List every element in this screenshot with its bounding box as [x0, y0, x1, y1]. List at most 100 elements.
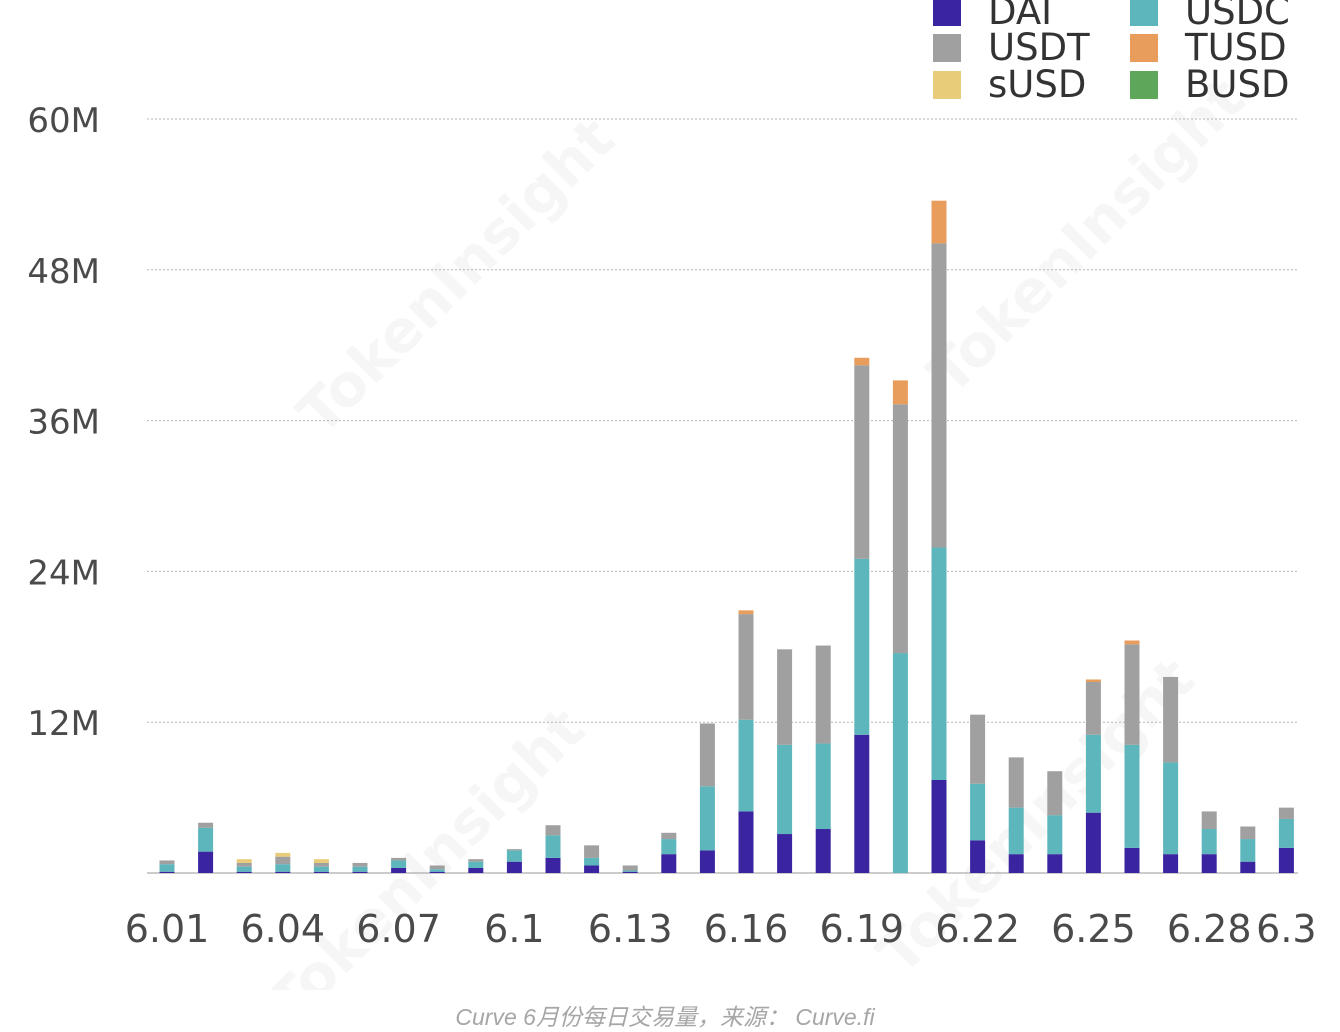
bar-segment-usdt: [313, 862, 329, 867]
legend-swatch: [1130, 34, 1158, 62]
bar-segment-tusd: [1085, 679, 1101, 682]
bar-segment-usdc: [468, 861, 484, 868]
bar-segment-usdc: [699, 786, 715, 851]
bar-stack: [777, 649, 793, 873]
watermark-text: TokenInsight: [914, 64, 1257, 407]
bar-segment-usdt: [1201, 811, 1217, 830]
bar-stack: [506, 849, 522, 873]
bar-segment-dai: [661, 854, 677, 873]
bar-segment-usdt: [699, 723, 715, 787]
bar-segment-usdc: [275, 864, 291, 872]
bar-segment-usdt: [159, 860, 175, 865]
watermark-text: TokenInsight: [864, 644, 1207, 987]
bar-segment-dai: [275, 871, 291, 873]
bar-stack: [622, 865, 638, 873]
bar-stack: [236, 859, 252, 873]
bar-segment-dai: [506, 861, 522, 873]
bar-segment-usdc: [1008, 807, 1024, 855]
bar-segment-usdt: [622, 865, 638, 871]
legend-label: DAI: [988, 0, 1052, 33]
bar-segment-usdt: [892, 404, 908, 654]
x-tick-label: 6.16: [704, 907, 789, 951]
bar-segment-tusd: [931, 200, 947, 244]
bar-segment-susd: [236, 859, 252, 863]
bar-segment-usdc: [236, 866, 252, 872]
figure-caption: Curve 6月份每日交易量，来源： Curve.fi: [455, 1004, 875, 1030]
bar-segment-susd: [313, 859, 329, 863]
bar-segment-dai: [159, 871, 175, 873]
y-tick-label: 48M: [27, 252, 100, 292]
x-tick-label: 6.07: [356, 907, 441, 951]
bar-segment-dai: [815, 829, 831, 873]
bar-segment-usdt: [468, 859, 484, 862]
bar-stack: [1240, 826, 1256, 873]
x-tick-label: 6.04: [240, 907, 325, 951]
x-tick-label: 6.25: [1051, 907, 1136, 951]
legend-label: USDC: [1185, 0, 1290, 33]
legend-item-usdc: USDC: [1130, 0, 1290, 33]
bar-stack: [970, 714, 986, 873]
y-axis-tick-labels: 12M 24M 36M 48M 60M: [27, 101, 100, 744]
bar-segment-usdt: [429, 865, 445, 870]
bar-segment-dai: [1163, 854, 1179, 873]
bar-segment-usdt: [854, 365, 870, 559]
bar-segment-dai: [1240, 861, 1256, 873]
bar-stack: [1278, 807, 1294, 873]
bar-segment-usdc: [352, 866, 368, 872]
bar-stack: [313, 859, 329, 873]
x-tick-label: 6.22: [935, 907, 1020, 951]
legend-item-busd: BUSD: [1130, 63, 1289, 106]
bar-segment-usdt: [1085, 681, 1101, 735]
bar-segment-dai: [1278, 847, 1294, 873]
bar-segment-usdt: [1163, 676, 1179, 763]
bar-stack: [198, 822, 214, 873]
bar-segment-tusd: [1124, 640, 1140, 645]
bar-segment-dai: [429, 871, 445, 873]
legend-swatch: [1130, 71, 1158, 99]
bar-stack: [661, 832, 677, 873]
bar-segment-dai: [970, 840, 986, 873]
bar-segment-usdc: [738, 719, 754, 812]
bar-segment-usdt: [738, 614, 754, 720]
bar-stack: [275, 852, 291, 873]
bar-stack: [159, 860, 175, 873]
bar-segment-dai: [1047, 854, 1063, 873]
bar-stack: [1047, 771, 1063, 873]
bar-segment-usdc: [1278, 818, 1294, 848]
bar-segment-susd: [275, 852, 291, 857]
bar-segment-usdt: [1278, 807, 1294, 819]
bar-segment-usdt: [352, 862, 368, 867]
legend-label: TUSD: [1184, 26, 1287, 69]
bar-segment-dai: [738, 811, 754, 873]
bar-segment-usdt: [1008, 757, 1024, 808]
bar-segment-usdc: [1047, 815, 1063, 855]
bar-segment-usdc: [313, 866, 329, 872]
bar-segment-usdt: [545, 825, 561, 836]
bar-segment-usdc: [931, 547, 947, 781]
bar-segment-usdt: [236, 862, 252, 867]
bar-segment-tusd: [738, 610, 754, 615]
legend-swatch: [1130, 0, 1158, 26]
bar-segment-usdc: [777, 744, 793, 835]
bar-stack: [854, 357, 870, 873]
legend-swatch: [933, 0, 961, 26]
y-tick-label: 60M: [27, 101, 100, 141]
legend-label: BUSD: [1185, 63, 1289, 106]
bar-segment-usdc: [584, 857, 600, 866]
bar-stack: [391, 857, 407, 873]
bar-segment-usdc: [892, 653, 908, 873]
bar-stack: [738, 610, 754, 873]
bar-segment-dai: [352, 871, 368, 873]
bar-segment-usdt: [1047, 771, 1063, 816]
bar-segment-dai: [1085, 812, 1101, 873]
bar-segment-dai: [545, 857, 561, 873]
bar-stack: [1124, 640, 1140, 873]
bar-stack: [584, 845, 600, 873]
bar-stack: [931, 200, 947, 873]
bar-segment-usdc: [159, 864, 175, 872]
bar-segment-usdc: [1163, 762, 1179, 855]
bar-segment-dai: [391, 867, 407, 873]
gridlines: [147, 118, 1298, 874]
bar-segment-dai: [777, 834, 793, 873]
